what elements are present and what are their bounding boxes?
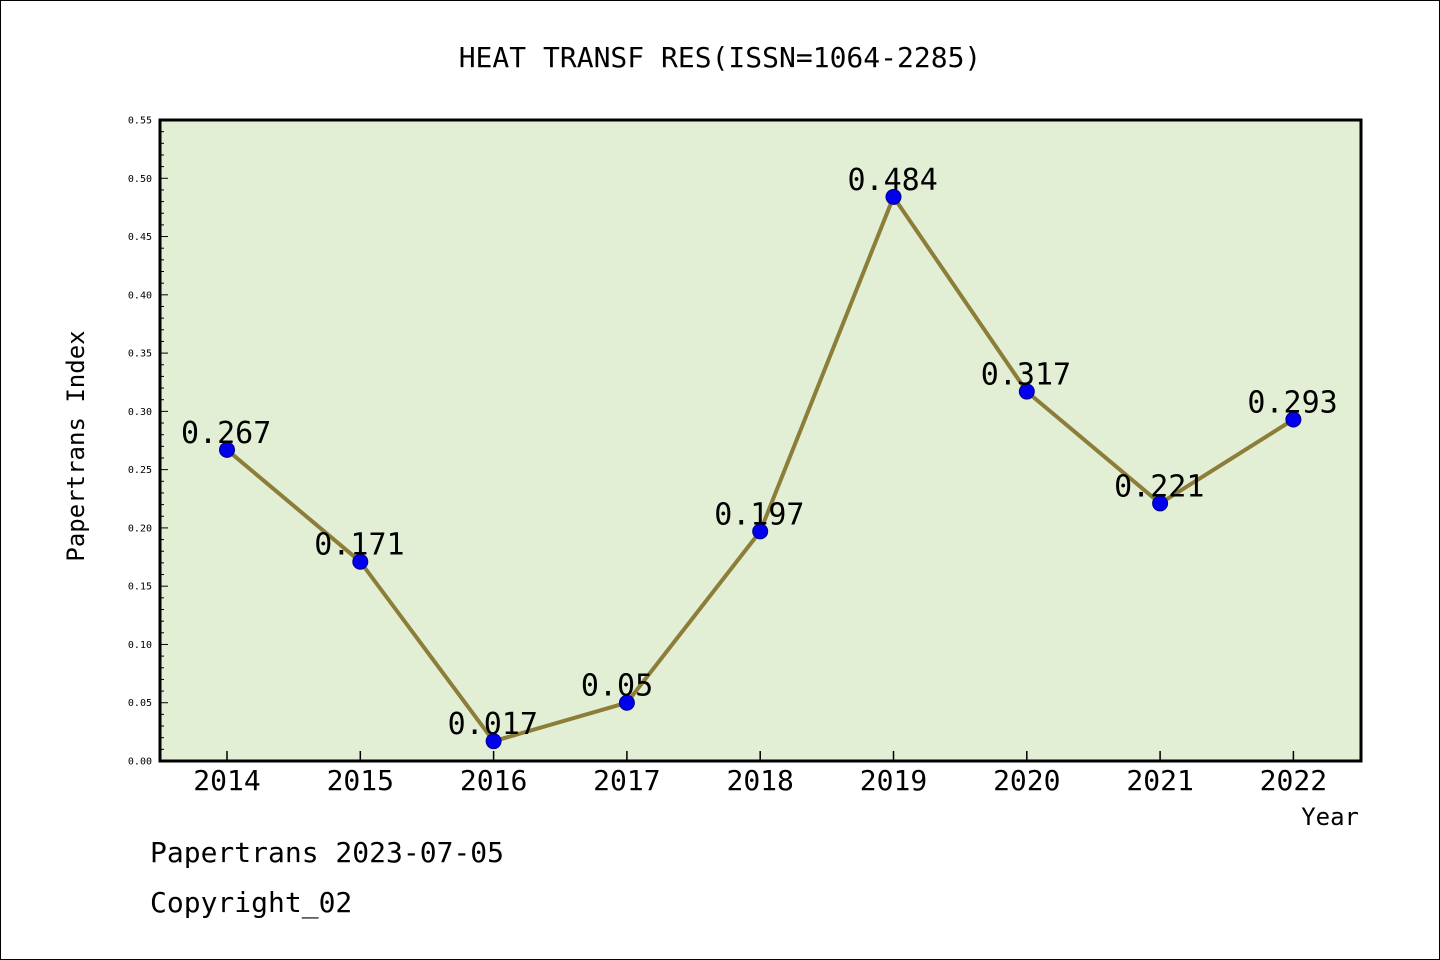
plot-area	[160, 120, 1361, 761]
data-point-2021	[1152, 495, 1169, 512]
x-tick-label: 2017	[593, 764, 660, 797]
y-tick-label: 0.05	[128, 698, 152, 709]
x-axis: 2014 2015 2016 2017 2018 2019 2020 2021 2022	[193, 751, 1327, 797]
data-label-2019: 0.484	[848, 163, 938, 198]
data-label-2018: 0.197	[714, 497, 804, 532]
y-tick-label: 0.55	[128, 116, 152, 127]
x-axis-label: Year	[1301, 803, 1359, 831]
y-tick-label: 0.25	[128, 465, 152, 476]
data-point-2022	[1285, 411, 1302, 428]
y-axis-label: Papertrans Index	[62, 330, 90, 561]
x-tick-label: 2016	[460, 764, 527, 797]
data-point-2014	[219, 441, 235, 458]
data-point-2015	[352, 553, 369, 570]
data-point-2019	[885, 188, 902, 205]
plot-border	[158, 118, 1363, 763]
chart-title: HEAT TRANSF RES(ISSN=1064-2285)	[459, 41, 982, 74]
data-label-2020: 0.317	[981, 358, 1071, 393]
data-point-2020	[1018, 383, 1035, 400]
data-label-2021: 0.221	[1114, 469, 1204, 504]
x-tick-label: 2018	[726, 764, 793, 797]
y-tick-label: 0.00	[128, 757, 152, 768]
data-label-2017: 0.05	[581, 669, 653, 704]
data-point-2017	[618, 694, 635, 711]
y-tick-label: 0.15	[128, 582, 152, 593]
x-tick-label: 2021	[1126, 764, 1193, 797]
data-point-2018	[752, 523, 769, 540]
footer-copyright: Copyright_02	[150, 886, 353, 919]
y-tick-label: 0.10	[128, 640, 152, 651]
series-markers	[219, 188, 1302, 750]
data-label-2015: 0.171	[314, 528, 404, 563]
footer-date: Papertrans 2023-07-05	[150, 836, 505, 869]
data-label-2014: 0.267	[181, 416, 271, 451]
data-labels: 0.267 0.171 0.017 0.05 0.197 0.484 0.317 0.221 0…	[181, 163, 1338, 742]
x-tick-label: 2020	[993, 764, 1060, 797]
x-tick-label: 2022	[1260, 764, 1327, 797]
y-tick-label: 0.50	[128, 174, 152, 185]
y-tick-label: 0.35	[128, 349, 152, 360]
x-tick-label: 2019	[860, 764, 927, 797]
data-label-2016: 0.017	[448, 707, 538, 742]
y-tick-label: 0.30	[128, 407, 152, 418]
y-tick-label: 0.20	[128, 523, 152, 534]
x-tick-label: 2014	[193, 764, 260, 797]
y-tick-label: 0.40	[128, 290, 152, 301]
y-tick-label: 0.45	[128, 232, 152, 243]
data-point-2016	[485, 733, 502, 750]
data-label-2022: 0.293	[1247, 386, 1337, 421]
x-tick-label: 2015	[327, 764, 394, 797]
